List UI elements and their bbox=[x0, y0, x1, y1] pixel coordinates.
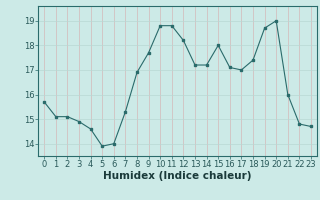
X-axis label: Humidex (Indice chaleur): Humidex (Indice chaleur) bbox=[103, 171, 252, 181]
